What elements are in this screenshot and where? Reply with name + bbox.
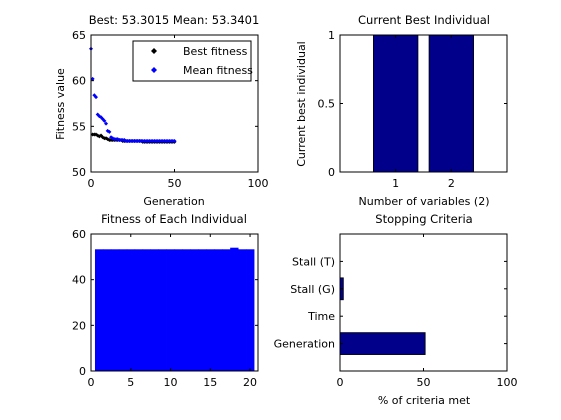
individual-fitness-bar [174,249,183,371]
individual-fitness-bar [126,249,136,371]
individual-fitness-bar [142,249,152,371]
x-tick-label: 20 [243,376,257,389]
x-tick-label: 10 [164,376,178,389]
x-tick-label: 1 [392,177,399,190]
stopping-criteria-plot: Stopping Criteria Generation Time Stall (G… [274,212,518,407]
individual-fitness-bar [102,249,112,371]
individual-fitness-bar [158,249,167,371]
stopping-criteria-title: Stopping Criteria [375,212,472,226]
mean-fitness-point [172,138,177,143]
x-tick-label: 50 [417,376,431,389]
individual-fitness-bar [214,249,223,371]
y-tick-label: 0.5 [318,98,336,111]
best-individual-title: Current Best Individual [358,13,490,27]
mean-fitness-point [104,121,109,126]
best-individual-xlabel: Number of variables (2) [359,195,490,208]
mean-fitness-point [94,95,99,100]
individual-fitness-frame [90,233,259,372]
individual-fitness-bar [150,249,159,371]
y-tick-label: 1 [328,29,335,42]
individual-fitness-bar [238,249,247,371]
x-tick-label: 0 [88,177,95,190]
legend-best-marker [151,48,157,54]
y-tick-label: 20 [72,319,86,332]
y-tick-label: 65 [72,29,86,42]
y-tick-label: 0 [328,166,335,179]
individual-fitness-bar [182,249,191,371]
legend-mean-label: Mean fitness [183,64,253,77]
best-individual-plot: Current Best Individual 1 2 0 0.5 1 Number o… [295,13,508,208]
individual-fitness-bar [230,247,239,371]
stopping-criteria-xlabel: % of criteria met [378,394,471,407]
y-tick-label: 60 [72,228,86,241]
fitness-plot: Best: 53.3015 Mean: 53.3401 0 50 100505560… [54,13,269,208]
y-tick-label: Time [307,310,335,323]
best-individual-frame [339,34,508,173]
y-tick-label: 40 [72,274,86,287]
mean-fitness-point [107,129,112,134]
x-tick-label: 2 [448,177,455,190]
individual-fitness-bar [222,249,231,371]
individual-fitness-bar [166,249,175,371]
mean-fitness-point [90,76,95,81]
individual-fitness-bar [134,249,144,371]
y-tick-label: Stall (G) [290,283,335,296]
legend-box [132,40,252,82]
y-tick-label: 50 [72,166,86,179]
best-individual-bar [372,34,419,173]
mean-fitness-point [102,118,107,123]
x-tick-label: 50 [168,177,182,190]
x-tick-label: 5 [127,376,134,389]
y-tick-label: Stall (T) [292,255,335,268]
individual-fitness-title: Fitness of Each Individual [101,212,247,226]
individual-fitness-bar [198,249,207,371]
x-tick-label: 15 [203,376,217,389]
fitness-legend: Best fitness Mean fitness [132,40,253,82]
individual-fitness-bar [190,249,199,371]
legend-mean-marker [151,67,157,73]
individual-fitness-bar [94,249,104,371]
y-tick-label: 0 [79,365,86,378]
best-individual-ylabel: Current best individual [295,41,308,167]
x-tick-label: 0 [88,376,95,389]
individual-fitness-bar [118,249,128,371]
individual-fitness-bar [110,249,120,371]
individual-fitness-bar [246,249,255,371]
y-tick-label: 55 [72,120,86,133]
x-tick-label: 100 [248,177,269,190]
fitness-plot-ylabel: Fitness value [54,68,67,140]
individual-fitness-bar [206,249,215,371]
criteria-bar [339,332,426,355]
x-tick-label: 100 [497,376,518,389]
best-individual-bar [428,34,475,173]
legend-best-label: Best fitness [183,45,248,58]
fitness-plot-title: Best: 53.3015 Mean: 53.3401 [89,13,260,27]
individual-fitness-plot: Fitness of Each Individual 0 5 10 15 20 0 20 40… [72,212,259,389]
x-tick-label: 0 [337,376,344,389]
y-tick-label: 60 [72,75,86,88]
y-tick-label: Generation [274,338,335,351]
fitness-plot-xlabel: Generation [143,195,204,208]
